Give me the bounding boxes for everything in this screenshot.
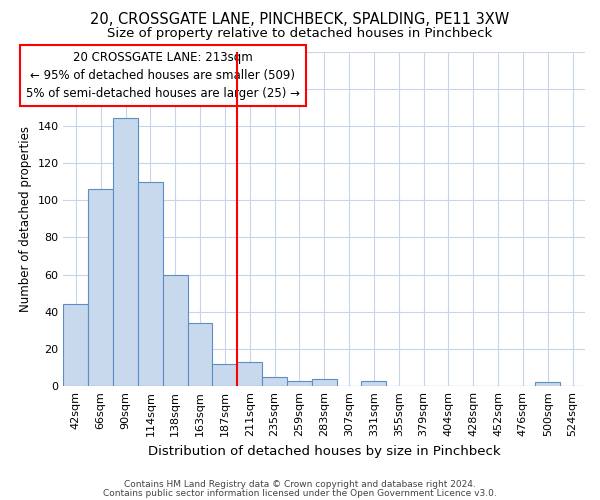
Text: 20, CROSSGATE LANE, PINCHBECK, SPALDING, PE11 3XW: 20, CROSSGATE LANE, PINCHBECK, SPALDING,… <box>91 12 509 28</box>
Y-axis label: Number of detached properties: Number of detached properties <box>19 126 32 312</box>
Bar <box>535 382 560 386</box>
Bar <box>312 378 337 386</box>
Bar <box>237 362 262 386</box>
Text: Contains HM Land Registry data © Crown copyright and database right 2024.: Contains HM Land Registry data © Crown c… <box>124 480 476 489</box>
Bar <box>64 304 88 386</box>
Bar <box>138 182 163 386</box>
X-axis label: Distribution of detached houses by size in Pinchbeck: Distribution of detached houses by size … <box>148 444 500 458</box>
Bar <box>188 323 212 386</box>
Bar <box>88 189 113 386</box>
Text: Size of property relative to detached houses in Pinchbeck: Size of property relative to detached ho… <box>107 28 493 40</box>
Bar <box>163 274 188 386</box>
Bar <box>262 377 287 386</box>
Text: Contains public sector information licensed under the Open Government Licence v3: Contains public sector information licen… <box>103 488 497 498</box>
Bar <box>361 380 386 386</box>
Bar <box>212 364 237 386</box>
Text: 20 CROSSGATE LANE: 213sqm
← 95% of detached houses are smaller (509)
5% of semi-: 20 CROSSGATE LANE: 213sqm ← 95% of detac… <box>26 51 300 100</box>
Bar <box>287 380 312 386</box>
Bar <box>113 118 138 386</box>
